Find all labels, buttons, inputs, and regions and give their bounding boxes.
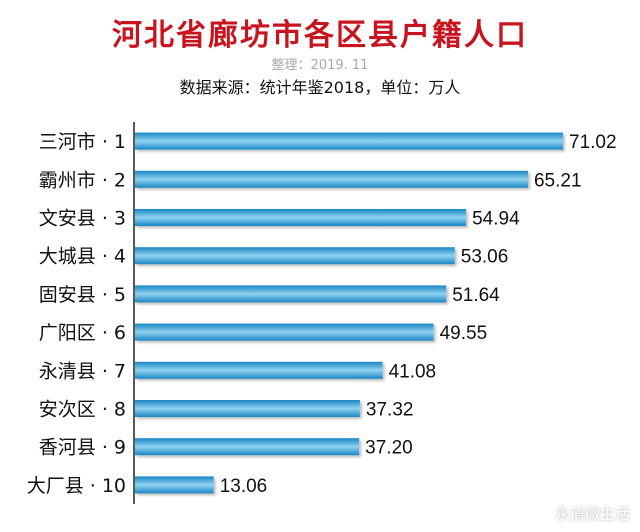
value-label: 41.08 xyxy=(389,361,437,382)
value-label: 71.02 xyxy=(569,132,617,153)
value-label: 65.21 xyxy=(534,170,582,191)
value-label: 54.94 xyxy=(472,209,520,230)
bar xyxy=(135,247,455,265)
category-label: 广阳区 · 6 xyxy=(39,322,126,344)
watermark-text: 永清微生活 xyxy=(554,505,630,523)
bar xyxy=(135,285,447,303)
category-label: 霸州市 · 2 xyxy=(39,169,126,191)
category-label: 香河县 · 9 xyxy=(39,437,126,459)
bar xyxy=(135,361,383,379)
bar xyxy=(135,400,360,417)
bar xyxy=(135,170,528,188)
wechat-icon xyxy=(526,505,550,522)
category-label: 安次区 · 8 xyxy=(39,399,126,421)
bar xyxy=(135,209,467,226)
value-label: 49.55 xyxy=(440,323,488,344)
value-label: 51.64 xyxy=(452,285,500,306)
watermark: 永清微生活 xyxy=(526,503,630,524)
bar xyxy=(135,438,360,456)
bar xyxy=(135,132,563,150)
category-label: 大城县 · 4 xyxy=(39,246,126,268)
category-label: 三河市 · 1 xyxy=(39,131,126,153)
chart-subtitle: 整理：2019. 11 xyxy=(271,58,369,73)
bar xyxy=(135,323,434,341)
category-label: 文安县 · 3 xyxy=(39,208,126,230)
category-label: 固安县 · 5 xyxy=(39,284,126,306)
bar xyxy=(135,476,214,494)
chart-title: 河北省廊坊市各区县户籍人口 xyxy=(112,18,528,53)
data-source-note: 数据来源：统计年鉴2018，单位：万人 xyxy=(179,78,461,97)
category-label: 大厂县 · 10 xyxy=(27,475,126,497)
value-label: 53.06 xyxy=(461,247,509,268)
value-label: 37.20 xyxy=(365,438,413,459)
value-label: 13.06 xyxy=(220,476,268,497)
value-label: 37.32 xyxy=(366,400,414,421)
category-label: 永清县 · 7 xyxy=(39,360,126,382)
